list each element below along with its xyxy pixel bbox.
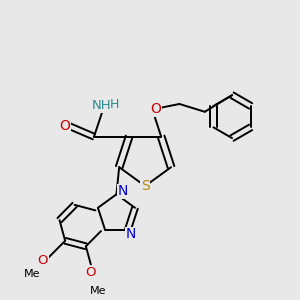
- Text: O: O: [38, 254, 48, 267]
- Text: Me: Me: [90, 286, 106, 296]
- Text: N: N: [126, 227, 136, 242]
- Text: S: S: [141, 179, 149, 193]
- Text: Me: Me: [24, 269, 40, 279]
- Text: O: O: [85, 266, 95, 279]
- Text: NH: NH: [92, 100, 111, 112]
- Text: O: O: [151, 102, 161, 116]
- Text: O: O: [60, 119, 70, 133]
- Text: H: H: [110, 98, 120, 110]
- Text: N: N: [118, 184, 128, 198]
